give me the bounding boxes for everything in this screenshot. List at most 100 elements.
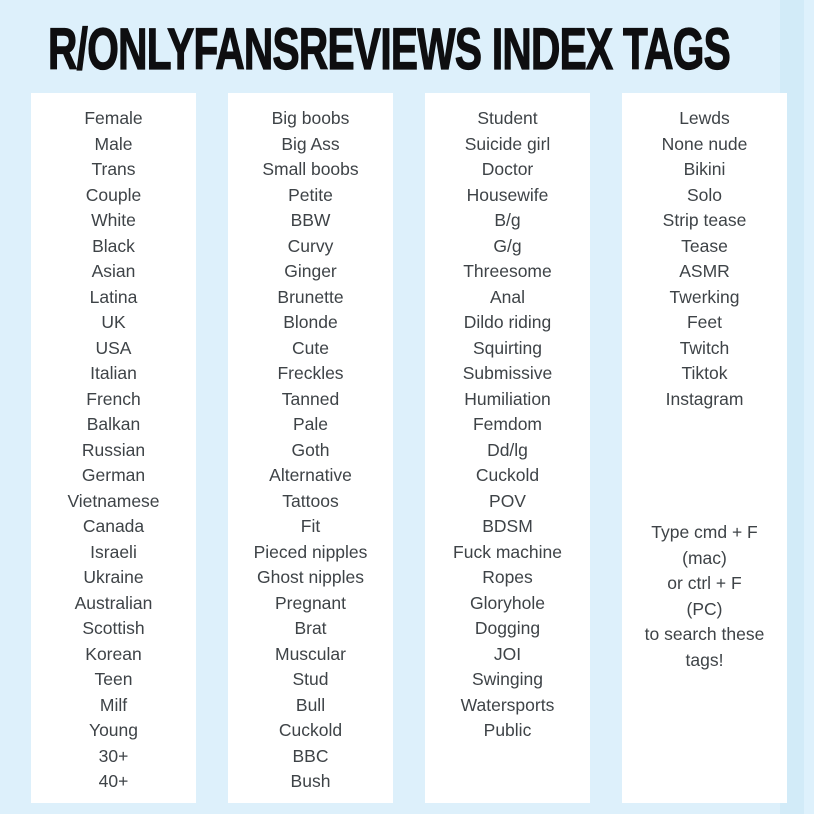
tag-item: Tanned xyxy=(281,388,340,409)
tag-column-1: Female Male Trans Couple White Black Asian Lati… xyxy=(31,93,196,803)
tag-item: Twerking xyxy=(669,286,740,307)
tag-item: Dogging xyxy=(474,618,541,638)
tag-item: ASMR xyxy=(679,261,730,281)
tag-item: Tiktok xyxy=(681,363,728,383)
tag-item: Tattoos xyxy=(282,490,339,511)
tag-item: Big Ass xyxy=(281,133,340,154)
tag-item: Tease xyxy=(681,235,728,256)
tag-item: Student xyxy=(477,108,538,128)
tag-item: Stud xyxy=(292,669,329,689)
tag-item: Strip tease xyxy=(662,210,747,230)
tag-item: Submissive xyxy=(462,363,553,383)
tag-item: Public xyxy=(483,720,532,740)
tag-item: Cuckold xyxy=(278,720,343,740)
tag-item: BBW xyxy=(290,210,331,230)
tag-item: Threesome xyxy=(463,261,552,281)
tag-item: Male xyxy=(94,133,133,154)
tag-column-3: Student Suicide girl Doctor Housewife B/g G/g… xyxy=(425,93,590,803)
tag-item: Teen xyxy=(94,669,133,689)
tag-item: Doctor xyxy=(481,159,534,179)
tag-item: Solo xyxy=(686,184,723,205)
tag-item: Female xyxy=(84,108,143,128)
tag-item: Bull xyxy=(295,694,326,715)
tag-item: Trans xyxy=(91,159,136,179)
search-hint-line: (mac) xyxy=(682,547,727,568)
tag-item: Humiliation xyxy=(464,388,551,409)
tag-item: Gloryhole xyxy=(470,592,545,613)
search-hint-line: tags! xyxy=(685,649,724,670)
tag-item: Curvy xyxy=(287,235,334,256)
tag-item: Asian xyxy=(91,261,136,281)
tag-item: UK xyxy=(101,312,126,332)
tag-item: Squirting xyxy=(472,337,543,358)
page-title: R/ONLYFANSREVIEWS INDEX TAGS xyxy=(48,17,732,82)
tag-item: Young xyxy=(89,720,138,740)
tag-item: Blonde xyxy=(283,312,338,332)
tag-item: Alternative xyxy=(269,465,352,485)
tag-item: USA xyxy=(95,337,132,358)
tag-item: Suicide girl xyxy=(464,133,551,154)
tag-item: Bush xyxy=(290,771,331,791)
tag-item: Ukraine xyxy=(83,567,144,587)
tag-item: Brat xyxy=(294,618,327,638)
tag-item: 30+ xyxy=(98,745,129,766)
tag-list-2: Big boobs Big Ass Small boobs Petite BBW Curv… xyxy=(228,106,393,795)
tag-item: Vietnamese xyxy=(67,490,160,511)
tag-item: Muscular xyxy=(275,643,346,664)
tag-item: Scottish xyxy=(82,618,145,638)
tag-item: Cute xyxy=(292,337,329,358)
tag-item: Latina xyxy=(89,286,138,307)
tag-item: Pregnant xyxy=(274,592,347,613)
tag-item: Australian xyxy=(74,592,153,613)
tag-item: BDSM xyxy=(482,516,533,536)
tag-item: Freckles xyxy=(277,363,344,383)
search-hint-line: (PC) xyxy=(686,598,723,619)
tag-item: Israeli xyxy=(90,541,137,562)
tag-item: Dildo riding xyxy=(463,312,552,332)
tag-list-4: Lewds None nude Bikini Solo Strip tease Tease… xyxy=(622,106,787,412)
tag-column-2: Big boobs Big Ass Small boobs Petite BBW Curv… xyxy=(228,93,393,803)
tag-item: French xyxy=(86,388,141,409)
search-hint-line: or ctrl + F xyxy=(667,573,742,593)
tag-item: Instagram xyxy=(665,388,744,409)
search-hint-note: Type cmd + F (mac) or ctrl + F (PC) to searc… xyxy=(622,520,787,673)
note-spacer xyxy=(622,412,787,520)
tag-item: Bikini xyxy=(683,159,726,179)
tag-item: POV xyxy=(489,490,526,511)
tag-item: Canada xyxy=(82,516,145,536)
tag-item: Ghost nipples xyxy=(256,567,364,587)
tag-item: Pieced nipples xyxy=(253,541,368,562)
tag-item: Couple xyxy=(85,184,142,205)
tag-item: Petite xyxy=(288,184,333,205)
tag-item: Feet xyxy=(686,312,723,332)
tag-item: BBC xyxy=(292,745,329,766)
tag-item: Watersports xyxy=(460,694,555,715)
tag-item: G/g xyxy=(493,235,522,256)
search-hint-line: Type cmd + F xyxy=(651,522,758,542)
tag-item: Russian xyxy=(81,439,146,460)
tag-item: German xyxy=(81,465,146,485)
tag-item: Korean xyxy=(85,643,142,664)
tag-item: Lewds xyxy=(679,108,730,128)
tag-item: Swinging xyxy=(471,669,544,689)
tag-item: Dd/lg xyxy=(487,439,528,460)
tag-item: None nude xyxy=(661,133,748,154)
tag-item: Italian xyxy=(90,363,137,383)
tag-item: Black xyxy=(92,235,135,256)
tag-item: Fuck machine xyxy=(453,541,562,562)
tag-item: Pale xyxy=(292,414,329,434)
tag-item: Femdom xyxy=(472,414,543,434)
tag-item: JOI xyxy=(493,643,522,664)
tag-item: Ginger xyxy=(284,261,337,281)
tag-item: Fit xyxy=(300,516,321,536)
search-hint-line: to search these xyxy=(644,624,765,644)
tag-item: Cuckold xyxy=(475,465,540,485)
tag-item: Big boobs xyxy=(271,108,350,128)
tag-item: Twitch xyxy=(679,337,730,358)
tag-item: Small boobs xyxy=(262,159,359,179)
tag-item: Goth xyxy=(291,439,330,460)
tag-list-3: Student Suicide girl Doctor Housewife B/g G/g… xyxy=(425,106,590,744)
tag-item: Brunette xyxy=(277,286,344,307)
tag-column-4: Lewds None nude Bikini Solo Strip tease Tease… xyxy=(622,93,787,803)
